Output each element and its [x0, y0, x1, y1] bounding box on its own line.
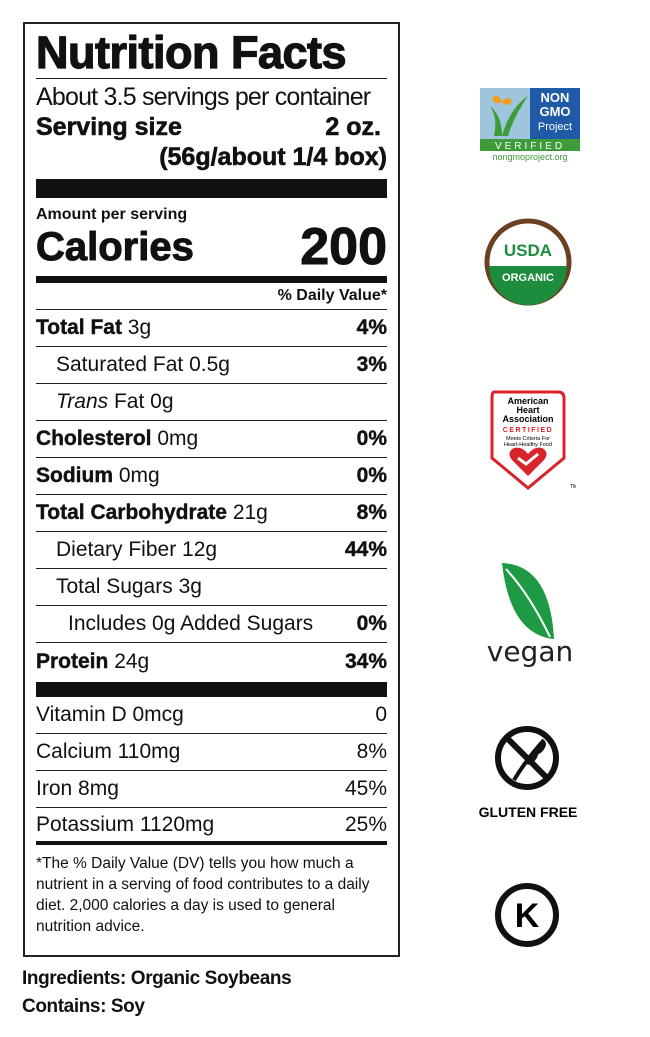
non-gmo-text: NON — [541, 90, 570, 105]
serving-size-detail: (56g/about 1/4 box) — [159, 143, 387, 172]
nutrient-name: Includes 0g Added Sugars — [68, 612, 314, 635]
vitamin-row: Vitamin D 0mcg 0 — [36, 697, 387, 734]
vegan-text: vegan — [487, 635, 573, 667]
nutrient-row-cholesterol: Cholesterol 0mg 0% — [36, 421, 387, 458]
nutrient-row-dietary-fiber: Dietary Fiber 12g 44% — [36, 532, 387, 569]
non-gmo-text: Project — [538, 121, 572, 133]
kosher-badge: K — [495, 883, 559, 947]
divider — [36, 78, 387, 79]
nutrient-row-total-sugars: Total Sugars 3g — [36, 569, 387, 606]
serving-size-value: 2 oz. — [325, 113, 381, 142]
vitamin-name: Iron 8mg — [36, 777, 119, 800]
nutrient-dv: 34% — [344, 649, 387, 673]
nutrient-name: Sodium — [36, 464, 113, 487]
nutrient-row-total-carbohydrate: Total Carbohydrate 21g 8% — [36, 495, 387, 532]
vitamin-name: Calcium 110mg — [36, 740, 181, 763]
nutrient-list: Total Fat 3g 4% Saturated Fat 0.5g 3% Tr… — [36, 310, 387, 680]
american-heart-association-badge: American Heart Association CERTIFIED Mee… — [490, 390, 576, 490]
nutrient-name: Fat — [113, 390, 145, 413]
nutrient-amount: 0mg — [118, 464, 160, 487]
servings-per-container: About 3.5 servings per container — [36, 83, 371, 111]
nutrient-row-trans-fat: Trans Fat 0g — [36, 384, 387, 421]
nutrient-row-added-sugars: Includes 0g Added Sugars 0% — [36, 606, 387, 643]
nutrient-name: Dietary Fiber — [56, 538, 177, 561]
daily-value-header: % Daily Value* — [36, 283, 387, 310]
grass-icon — [490, 96, 528, 136]
vitamin-row: Calcium 110mg 8% — [36, 734, 387, 771]
kosher-k-icon: K — [515, 897, 540, 935]
calories-row: Calories 200 — [36, 218, 388, 276]
footnote: *The % Daily Value (DV) tells you how mu… — [36, 855, 370, 935]
nutrient-amount: 24g — [114, 649, 150, 673]
nutrient-amount: 0.5g — [189, 353, 230, 376]
usda-organic-badge: USDA ORGANIC — [484, 218, 572, 306]
thick-divider — [36, 179, 387, 198]
nutrient-dv: 0% — [356, 427, 387, 450]
nutrient-row-saturated-fat: Saturated Fat 0.5g 3% — [36, 347, 387, 384]
serving-size-label: Serving size — [36, 113, 183, 142]
verified-text: VERIFIED — [495, 141, 565, 152]
vitamin-name: Vitamin D 0mcg — [36, 703, 184, 726]
nutrient-amount: 21g — [232, 501, 268, 524]
aha-certified: CERTIFIED — [503, 427, 553, 434]
aha-subtext: Heart-Healthy Food — [504, 442, 552, 448]
vitamin-row: Potassium 1120mg 25% — [36, 808, 387, 845]
medium-divider — [36, 276, 387, 283]
aha-text: American — [507, 396, 548, 406]
label-title: Nutrition Facts — [35, 27, 347, 78]
nutrient-name: Total Fat — [36, 316, 122, 339]
nutrient-amount: 0mg — [157, 427, 199, 450]
nutrient-dv: 4% — [356, 316, 387, 339]
non-gmo-verified-badge: NON GMO Project VERIFIED nongmoproject.o… — [480, 88, 580, 162]
nutrient-name: Total Carbohydrate — [36, 501, 227, 524]
nutrient-dv: 8% — [356, 501, 387, 524]
gluten-free-text: GLUTEN FREE — [479, 804, 578, 820]
nutrient-amount: 3g — [178, 575, 202, 598]
usda-text: USDA — [504, 241, 552, 260]
nutrient-row-total-fat: Total Fat 3g 4% — [36, 310, 387, 347]
nutrient-name: Protein — [36, 649, 109, 673]
calories-label: Calories — [36, 225, 195, 270]
organic-text: ORGANIC — [502, 272, 554, 284]
nutrient-row-sodium: Sodium 0mg 0% — [36, 458, 387, 495]
nutrient-dv: 3% — [356, 353, 387, 376]
nutrient-row-protein: Protein 24g 34% — [36, 643, 387, 680]
gluten-free-badge: GLUTEN FREE — [479, 726, 578, 820]
calories-value: 200 — [300, 218, 388, 276]
nutrient-dv: 0% — [356, 612, 387, 635]
butterfly-icon — [492, 95, 512, 105]
aha-subtext: Meets Criteria For — [506, 436, 550, 442]
vitamin-dv: 45% — [344, 777, 387, 800]
serving-size: Serving size 2 oz. — [36, 113, 387, 142]
ingredients: Ingredients: Organic Soybeans — [22, 968, 292, 989]
vitamin-dv: 8% — [356, 740, 387, 763]
non-gmo-url: nongmoproject.org — [492, 152, 567, 162]
nutrient-dv: 0% — [356, 464, 387, 487]
nutrient-amount: 3g — [127, 316, 152, 339]
non-gmo-text: GMO — [539, 104, 570, 119]
nutrient-name: Saturated Fat — [56, 353, 184, 376]
allergen-contains: Contains: Soy — [22, 996, 145, 1017]
vitamin-name: Potassium 1120mg — [36, 812, 215, 836]
thick-divider — [36, 682, 387, 697]
vitamin-dv: 0 — [375, 703, 387, 726]
nutrient-name-italic: Trans — [56, 390, 109, 413]
vegan-badge: vegan — [487, 563, 573, 667]
aha-text: Association — [502, 414, 553, 424]
nutrient-dv: 44% — [344, 538, 387, 561]
vitamin-list: Vitamin D 0mcg 0 Calcium 110mg 8% Iron 8mg… — [36, 697, 387, 845]
nutrient-amount: 0g — [150, 390, 174, 413]
amount-per-serving: Amount per serving — [36, 206, 188, 223]
trademark: TM — [570, 484, 576, 490]
vitamin-dv: 25% — [344, 812, 387, 836]
vitamin-row: Iron 8mg 45% — [36, 771, 387, 808]
nutrient-name: Total Sugars — [56, 575, 173, 598]
nutrient-name: Cholesterol — [36, 427, 152, 450]
nutrient-amount: 12g — [182, 538, 218, 561]
aha-text: Heart — [516, 405, 539, 415]
nutrition-facts-label: Nutrition Facts About 3.5 servings per c… — [23, 22, 400, 957]
